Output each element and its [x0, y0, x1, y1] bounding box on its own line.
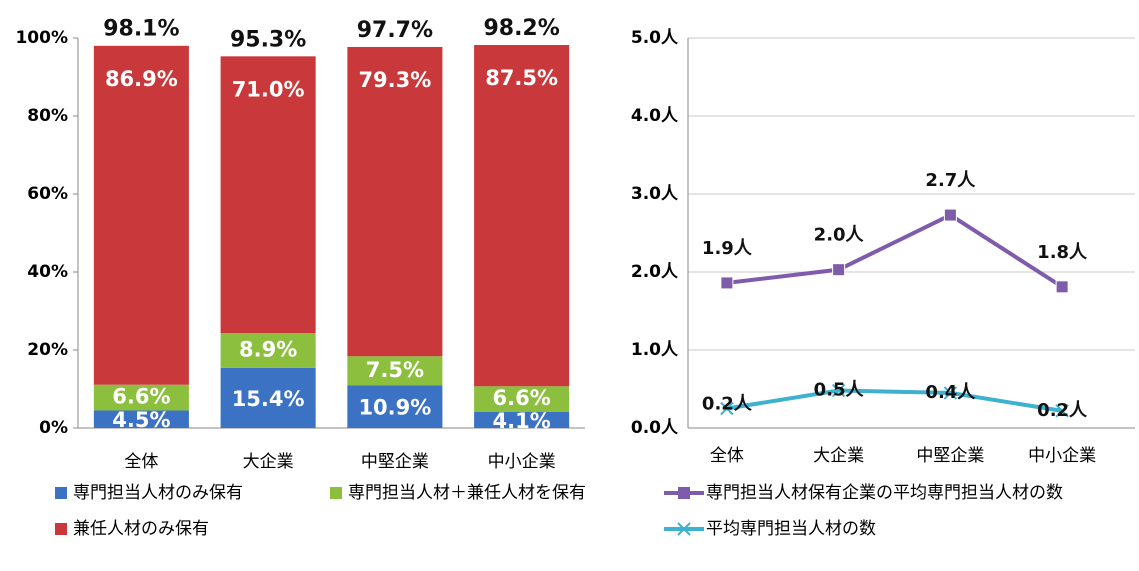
marker	[832, 263, 846, 277]
x-tick-label: 中堅企業	[361, 452, 429, 472]
data-label: 2.7人	[925, 170, 976, 191]
y-tick-label: 0%	[39, 418, 68, 438]
data-label: 79.3%	[358, 68, 431, 92]
x-tick-label: 中小企業	[1028, 446, 1096, 466]
bar-segment	[347, 356, 443, 386]
y-tick-label: 60%	[27, 184, 68, 204]
bar-segment	[93, 410, 189, 428]
data-label: 10.9%	[358, 396, 431, 420]
legend-marker	[678, 487, 690, 499]
data-label: 0.4人	[925, 382, 976, 403]
total-label: 98.2%	[483, 16, 559, 41]
data-label: 4.1%	[493, 409, 551, 433]
marker	[720, 401, 734, 416]
data-label: 2.0人	[814, 225, 865, 246]
legend-label: 平均専門担当人材の数	[706, 519, 876, 539]
data-label: 86.9%	[105, 67, 178, 91]
bar-segment	[93, 384, 189, 411]
legend-swatch	[55, 523, 67, 535]
total-label: 98.1%	[103, 16, 179, 41]
y-tick-label: 5.0人	[631, 28, 679, 48]
y-tick-label: 80%	[27, 106, 68, 126]
line	[726, 388, 1063, 413]
total-label: 97.7%	[357, 18, 433, 43]
marker	[1055, 280, 1069, 294]
y-tick-label: 20%	[27, 340, 68, 360]
legend-marker	[677, 522, 691, 536]
bar-segment	[220, 56, 316, 334]
legend-label: 兼任人材のみ保有	[73, 519, 209, 539]
x-tick-label: 大企業	[243, 452, 294, 472]
legend-label: 専門担当人材のみ保有	[73, 483, 243, 503]
x-tick-label: 中堅企業	[916, 446, 984, 466]
x-tick-label: 中小企業	[488, 452, 556, 472]
data-label: 1.9人	[702, 238, 753, 259]
y-tick-label: 0.0人	[631, 418, 679, 438]
legend-label: 専門担当人材保有企業の平均専門担当人材の数	[706, 483, 1063, 503]
data-label: 4.5%	[112, 408, 170, 432]
marker	[720, 276, 734, 290]
line	[726, 212, 1064, 289]
marker	[943, 386, 958, 400]
bar-segment	[347, 385, 443, 428]
bar-segment	[474, 412, 570, 428]
marker	[943, 208, 957, 222]
marker	[1055, 404, 1069, 418]
data-label: 87.5%	[485, 66, 558, 90]
legend-swatch	[55, 487, 67, 499]
y-tick-label: 2.0人	[631, 262, 679, 282]
y-tick-label: 4.0人	[631, 106, 679, 126]
y-tick-label: 100%	[15, 28, 68, 48]
bar-segment	[347, 46, 443, 357]
bar-segment	[220, 333, 316, 368]
x-tick-label: 全体	[124, 452, 158, 472]
bar-segment	[474, 386, 570, 413]
data-label: 0.2人	[1037, 400, 1088, 421]
data-label: 0.2人	[702, 394, 753, 415]
total-label: 95.3%	[230, 27, 306, 52]
legend-label: 専門担当人材＋兼任人材を保有	[348, 483, 586, 503]
bar-segment	[474, 45, 570, 387]
data-label: 6.6%	[493, 386, 551, 410]
data-label: 71.0%	[232, 77, 305, 101]
data-label: 1.8人	[1037, 242, 1088, 263]
marker	[831, 383, 846, 398]
data-label: 15.4%	[232, 387, 305, 411]
data-label: 8.9%	[239, 338, 297, 362]
data-label: 0.5人	[814, 380, 865, 401]
y-tick-label: 40%	[27, 262, 68, 282]
x-tick-label: 全体	[710, 446, 744, 466]
bar-segment	[220, 367, 316, 428]
bar-segment	[93, 45, 189, 385]
data-label: 6.6%	[112, 385, 170, 409]
x-tick-label: 大企業	[813, 446, 864, 466]
y-tick-label: 1.0人	[631, 340, 679, 360]
y-tick-label: 3.0人	[631, 184, 679, 204]
legend-swatch	[330, 487, 342, 499]
data-label: 7.5%	[366, 358, 424, 382]
